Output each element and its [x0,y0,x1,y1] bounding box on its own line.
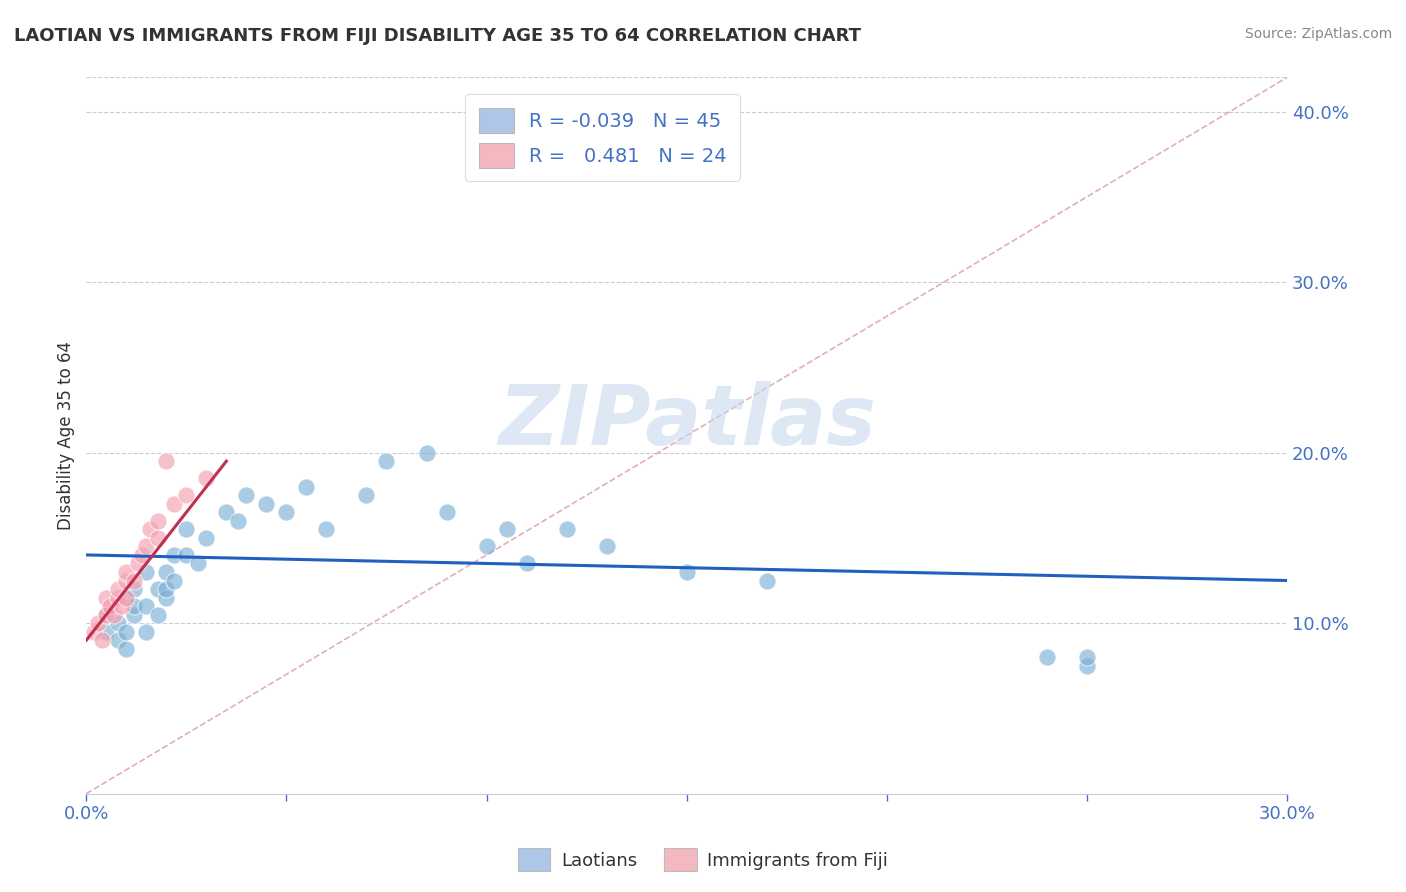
Point [415,445,437,459]
Point [163,574,186,588]
Point [96,607,118,622]
Point [195,471,218,485]
Point [176,548,198,562]
Point [187,557,209,571]
Point [135,624,157,639]
Point [107,633,129,648]
Point [1036,650,1059,665]
Y-axis label: Disability Age 35 to 64: Disability Age 35 to 64 [58,341,75,530]
Point [107,591,129,605]
Point [103,607,125,622]
Point [139,522,162,536]
Point [148,582,170,596]
Point [163,548,186,562]
Point [107,616,129,631]
Point [375,454,398,468]
Point [127,557,149,571]
Point [115,591,138,605]
Point [96,607,118,622]
Point [495,522,517,536]
Point [155,582,177,596]
Point [163,497,186,511]
Point [124,599,146,613]
Point [176,488,198,502]
Point [195,531,218,545]
Point [135,540,157,554]
Point [276,505,298,519]
Point [595,540,617,554]
Point [111,599,134,613]
Point [124,582,146,596]
Point [1076,658,1098,673]
Point [555,522,578,536]
Point [148,531,170,545]
Point [87,616,110,631]
Point [96,591,118,605]
Point [124,607,146,622]
Point [315,522,337,536]
Text: LAOTIAN VS IMMIGRANTS FROM FIJI DISABILITY AGE 35 TO 64 CORRELATION CHART: LAOTIAN VS IMMIGRANTS FROM FIJI DISABILI… [14,27,860,45]
Point [148,514,170,528]
Point [155,565,177,579]
Point [356,488,378,502]
Text: ZIPatlas: ZIPatlas [498,381,876,462]
Text: Source: ZipAtlas.com: Source: ZipAtlas.com [1244,27,1392,41]
Point [235,488,257,502]
Point [124,574,146,588]
Point [135,565,157,579]
Point [91,633,114,648]
Point [155,454,177,468]
Point [254,497,277,511]
Point [215,505,238,519]
Point [115,624,138,639]
Point [98,599,121,613]
Point [228,514,250,528]
Point [675,565,697,579]
Point [135,599,157,613]
Point [295,480,318,494]
Point [115,591,138,605]
Point [516,557,538,571]
Point [115,565,138,579]
Legend: R = -0.039   N = 45, R =   0.481   N = 24: R = -0.039 N = 45, R = 0.481 N = 24 [465,95,741,181]
Point [96,624,118,639]
Point [115,641,138,656]
Point [131,548,153,562]
Point [436,505,458,519]
Point [115,574,138,588]
Point [107,582,129,596]
Point [1076,650,1098,665]
Point [155,591,177,605]
Point [148,607,170,622]
Legend: Laotians, Immigrants from Fiji: Laotians, Immigrants from Fiji [510,841,896,879]
Point [755,574,778,588]
Point [83,624,105,639]
Point [176,522,198,536]
Point [475,540,498,554]
